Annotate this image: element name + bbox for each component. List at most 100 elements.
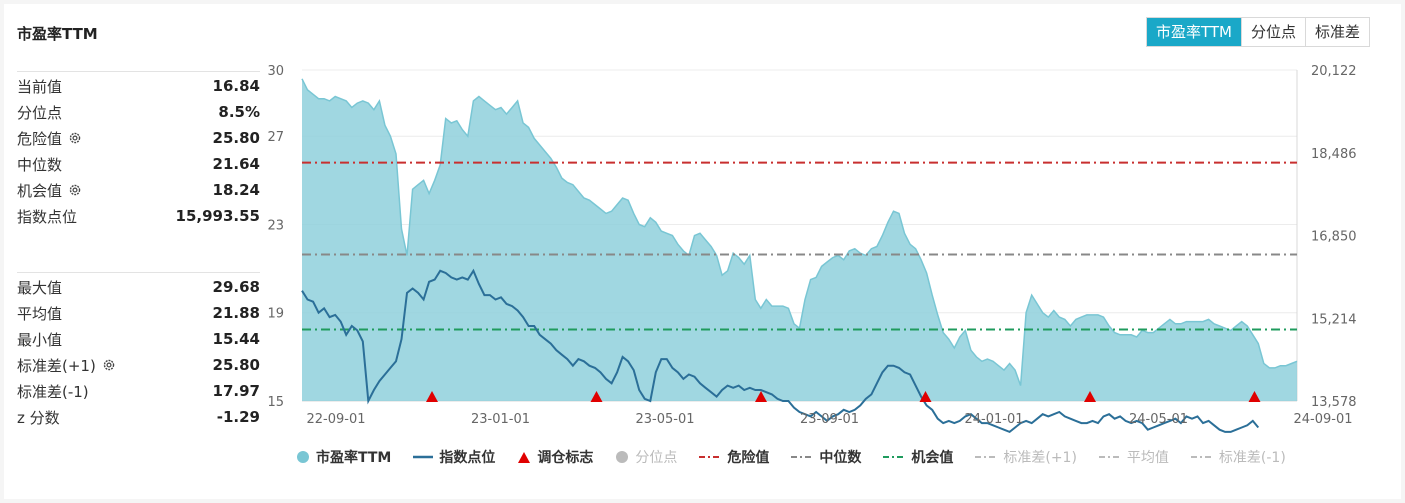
y-left-tick-label: 27 <box>267 130 284 145</box>
legend-item[interactable]: 中位数 <box>791 447 861 467</box>
stat-label: z 分数 <box>17 407 60 428</box>
legend-label: 分位点 <box>635 450 678 466</box>
legend-label: 标准差(+1) <box>1003 450 1077 466</box>
x-tick-label: 22-09-01 <box>306 412 365 427</box>
legend-item[interactable]: 市盈率TTM <box>296 447 391 467</box>
legend-line-icon <box>413 455 434 459</box>
legend-dashdot-icon <box>1190 456 1213 458</box>
stat-row: 标准差(+1) 25.80 <box>17 352 260 378</box>
y-left-tick-label: 19 <box>267 307 284 322</box>
tab-2[interactable]: 标准差 <box>1305 18 1370 46</box>
pe-line <box>301 78 1298 386</box>
stat-label: 平均值 <box>17 303 62 324</box>
stat-row: 中位数 21.64 <box>17 151 260 177</box>
stat-row: 分位点 8.5% <box>17 99 260 125</box>
rebalance-marker <box>1084 391 1096 402</box>
rebalance-marker <box>590 391 603 402</box>
legend-label: 市盈率TTM <box>316 450 392 466</box>
stat-label: 最小值 <box>17 329 62 350</box>
legend-item[interactable]: 机会值 <box>883 447 953 467</box>
legend-dashdot-icon <box>699 456 722 458</box>
legend-dot-icon <box>297 451 309 463</box>
rebalance-marker <box>755 391 767 402</box>
legend-dashdot-icon <box>883 456 906 458</box>
y-right-tick-label: 20,122 <box>1311 64 1357 79</box>
stat-label-text: 机会值 <box>17 181 63 200</box>
legend-item[interactable]: 标准差(+1) <box>975 447 1077 467</box>
legend-label: 标准差(-1) <box>1218 450 1286 466</box>
stat-row: 指数点位 15,993.55 <box>17 203 260 229</box>
stat-label-text: 标准差(+1) <box>17 356 96 375</box>
legend-label: 调仓标志 <box>537 450 594 466</box>
legend-item[interactable]: 危险值 <box>699 447 769 467</box>
y-left-tick-label: 30 <box>267 64 284 79</box>
gear-icon[interactable] <box>68 183 82 197</box>
legend-label: 危险值 <box>727 450 770 466</box>
metric-tabs: 市盈率TTM 分位点 标准差 <box>1146 17 1371 47</box>
stat-label: 标准差(-1) <box>17 381 89 402</box>
legend-item[interactable]: 分位点 <box>615 447 677 467</box>
x-tick-label: 24-01-01 <box>964 412 1023 427</box>
legend-dashdot-icon <box>1098 456 1121 458</box>
tab-1[interactable]: 分位点 <box>1241 18 1306 46</box>
stat-value: 17.97 <box>212 382 260 400</box>
legend-item[interactable]: 指数点位 <box>413 447 495 467</box>
legend-label: 中位数 <box>819 450 862 466</box>
legend-item[interactable]: 平均值 <box>1098 447 1169 467</box>
y-left-tick-label: 15 <box>267 395 284 410</box>
stat-label-text: 危险值 <box>17 129 63 148</box>
gear-icon[interactable] <box>68 131 82 145</box>
stat-label-text: 平均值 <box>17 304 63 323</box>
x-tick-label: 23-09-01 <box>800 412 859 427</box>
stat-label: 中位数 <box>17 154 62 175</box>
stats-panel-top: 当前值 16.84 分位点 8.5% 危险值 25.80 中位数 21.64 机会值 18.24 指… <box>17 71 260 229</box>
stat-row: z 分数 -1.29 <box>17 404 260 430</box>
stat-row: 危险值 25.80 <box>17 125 260 151</box>
x-tick-label: 23-05-01 <box>635 412 694 427</box>
stat-label-text: 最大值 <box>17 278 63 297</box>
legend-label: 平均值 <box>1126 450 1169 466</box>
stat-value: 25.80 <box>212 129 260 147</box>
stat-label: 最大值 <box>17 277 62 298</box>
stat-label-text: 当前值 <box>17 77 63 96</box>
stat-value: 21.64 <box>212 155 260 173</box>
stat-label-text: 标准差(-1) <box>17 382 89 401</box>
stat-value: 25.80 <box>212 356 260 374</box>
chart-legend: 市盈率TTM 指数点位 调仓标志 分位点 危险值 中位数 机会值 标准差(+1) 平均值 标准差(… <box>296 447 1286 467</box>
stat-value: 8.5% <box>218 103 260 121</box>
stat-label: 当前值 <box>17 76 62 97</box>
stat-row: 标准差(-1) 17.97 <box>17 378 260 404</box>
stats-panel-bottom: 最大值 29.68 平均值 21.88 最小值 15.44 标准差(+1) 25.80 标准差(… <box>17 272 260 430</box>
legend-item[interactable]: 调仓标志 <box>517 447 593 467</box>
tab-0[interactable]: 市盈率TTM <box>1147 18 1242 46</box>
stat-label: 危险值 <box>17 128 82 149</box>
rebalance-marker <box>426 391 438 402</box>
legend-dashdot-icon <box>791 456 814 458</box>
rebalance-marker <box>919 391 932 402</box>
y-right-tick-label: 16,850 <box>1311 230 1357 245</box>
stat-value: -1.29 <box>216 408 260 426</box>
stat-label-text: z 分数 <box>17 408 60 427</box>
legend-dot-icon <box>616 451 629 463</box>
stat-label-text: 中位数 <box>17 155 63 174</box>
stat-label: 分位点 <box>17 102 62 123</box>
stat-value: 16.84 <box>212 77 260 95</box>
legend-label: 机会值 <box>911 450 954 466</box>
rebalance-marker <box>1248 391 1261 402</box>
legend-item[interactable]: 标准差(-1) <box>1190 447 1286 467</box>
stat-row: 最小值 15.44 <box>17 326 260 352</box>
stat-label-text: 最小值 <box>17 330 63 349</box>
stat-value: 18.24 <box>212 181 260 199</box>
stat-label-text: 分位点 <box>17 103 63 122</box>
stat-value: 21.88 <box>212 304 260 322</box>
gear-icon[interactable] <box>102 358 116 372</box>
y-right-tick-label: 15,214 <box>1311 312 1357 327</box>
stat-label: 指数点位 <box>17 206 77 227</box>
stat-value: 15.44 <box>212 330 260 348</box>
stat-label-text: 指数点位 <box>17 207 78 226</box>
stat-label: 标准差(+1) <box>17 355 116 376</box>
x-tick-label: 24-05-01 <box>1129 412 1188 427</box>
stat-row: 平均值 21.88 <box>17 300 260 326</box>
x-tick-label: 24-09-01 <box>1293 412 1352 427</box>
index-line <box>301 268 1260 434</box>
